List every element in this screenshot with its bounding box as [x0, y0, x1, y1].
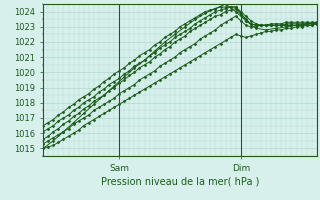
- X-axis label: Pression niveau de la mer( hPa ): Pression niveau de la mer( hPa ): [101, 177, 259, 187]
